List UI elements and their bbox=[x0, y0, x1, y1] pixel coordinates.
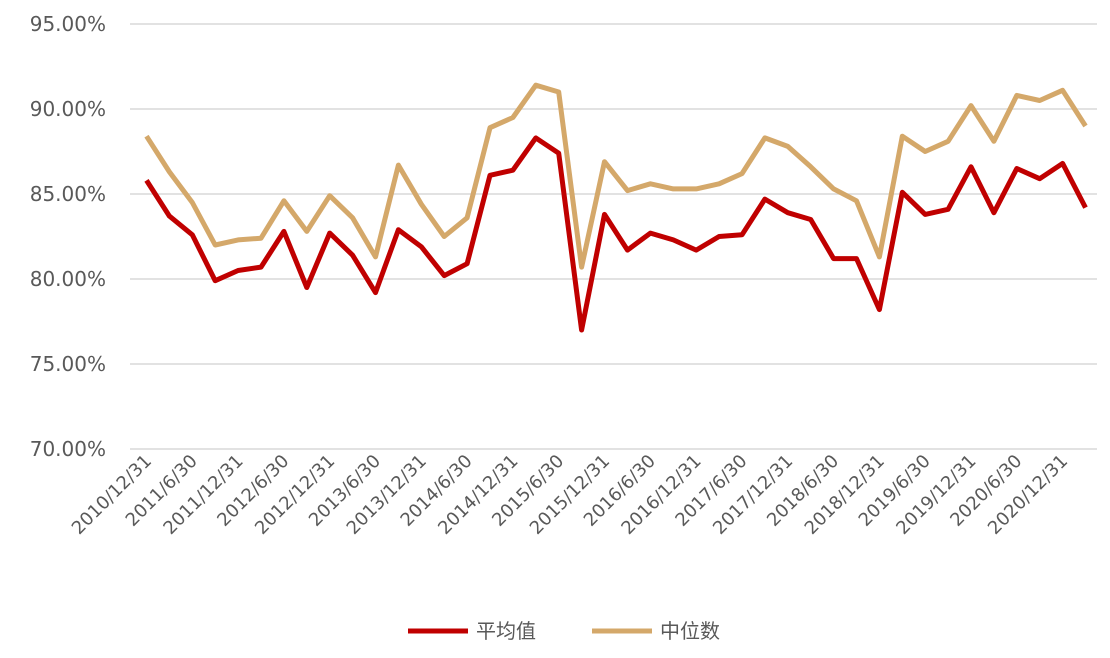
y-tick-label: 75.00% bbox=[30, 352, 106, 376]
y-tick-label: 80.00% bbox=[30, 267, 106, 291]
y-tick-label: 95.00% bbox=[30, 12, 106, 36]
y-tick-label: 70.00% bbox=[30, 437, 106, 461]
line-series bbox=[144, 82, 1088, 270]
legend-label: 中位数 bbox=[660, 619, 720, 643]
line-series bbox=[144, 135, 1088, 333]
y-tick-label: 85.00% bbox=[30, 182, 106, 206]
legend-label: 平均值 bbox=[476, 619, 536, 643]
y-tick-label: 90.00% bbox=[30, 97, 106, 121]
